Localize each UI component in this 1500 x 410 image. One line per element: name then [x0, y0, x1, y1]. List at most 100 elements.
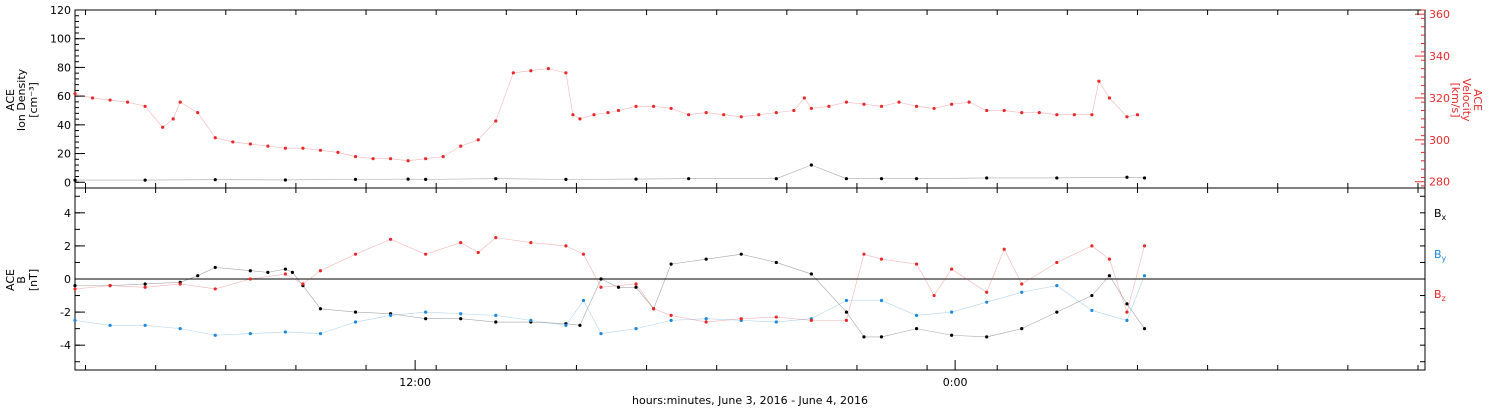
density-series-trace	[75, 164, 1145, 181]
velocity-series-point	[739, 115, 743, 119]
velocity-series-point	[1090, 113, 1094, 117]
velocity-series-point	[592, 113, 596, 117]
top-panel-frame	[74, 9, 1426, 189]
density-series-point	[1125, 175, 1129, 179]
velocity-series-point	[213, 136, 217, 140]
series-by-point	[634, 327, 638, 331]
series-by-point	[599, 332, 603, 336]
series-bx-point	[459, 317, 463, 321]
series-bz-point	[178, 282, 182, 286]
series-bx-point	[599, 277, 603, 281]
velocity-series-point	[862, 102, 866, 106]
bottom-left-axis: -4 -2 0 2 4	[60, 195, 1425, 363]
velocity-series-point	[388, 157, 393, 161]
series-by-point	[283, 330, 287, 334]
series-bx-point	[283, 267, 287, 271]
velocity-series-point	[73, 92, 77, 96]
velocity-series-point	[687, 113, 691, 117]
series-bx-point	[704, 257, 708, 261]
velocity-series-point	[578, 117, 582, 121]
density-series-point	[774, 177, 778, 181]
series-bx-point	[424, 317, 428, 321]
velocity-series-point	[459, 144, 463, 148]
velocity-series-point	[90, 96, 95, 100]
series-by-point	[108, 323, 112, 327]
series-bx-point	[985, 335, 989, 339]
series-bz-point	[459, 241, 463, 245]
series-bz-point	[862, 252, 866, 256]
series-bx-point	[1055, 310, 1059, 314]
density-series-point	[73, 178, 77, 182]
top-right-ylabel-line2: Velocity	[1460, 78, 1473, 122]
series-bx-point	[196, 274, 200, 278]
series-bz-point	[985, 290, 989, 294]
series-bx-point	[494, 320, 498, 324]
series-bz-point	[143, 285, 147, 289]
velocity-series	[73, 67, 1140, 163]
velocity-series-point	[301, 146, 305, 150]
top-right-ylabel-line3: [km/s]	[1449, 82, 1462, 117]
series-bz-point	[494, 236, 498, 240]
velocity-series-point	[844, 100, 849, 104]
velocity-series-point	[757, 113, 761, 117]
bottom-left-ylabel-line2: B	[15, 276, 28, 284]
bottom-left-tick-label: 4	[64, 207, 71, 220]
series-by-point	[1142, 274, 1147, 278]
velocity-series-point	[353, 154, 358, 159]
density-series-point	[1055, 176, 1059, 180]
velocity-series-point	[802, 96, 806, 100]
series-by-point	[213, 333, 217, 337]
velocity-series-point	[704, 111, 708, 115]
series-bz-point	[1107, 257, 1112, 261]
velocity-series-point	[231, 140, 235, 144]
velocity-series-point	[494, 119, 498, 123]
series-bx-point	[290, 270, 295, 274]
series-by-point	[529, 318, 533, 322]
series-bx-point	[616, 285, 621, 289]
velocity-series-point	[1107, 96, 1112, 100]
density-series-point	[143, 178, 147, 182]
velocity-series-point	[1037, 111, 1041, 115]
bottom-left-tick-label: 2	[64, 240, 71, 253]
top-right-tick-label: 300	[1429, 134, 1450, 147]
series-by-point	[353, 320, 358, 324]
velocity-series-point	[914, 104, 919, 108]
series-bz-point	[73, 287, 77, 291]
velocity-series-point	[1072, 113, 1076, 117]
top-right-tick-label: 360	[1429, 8, 1450, 21]
series-bz-point	[388, 237, 393, 241]
velocity-series-point	[827, 104, 831, 108]
series-by-point	[669, 318, 673, 322]
velocity-series-point	[564, 71, 568, 75]
bottom-left-ylabel-line1: ACE	[4, 269, 17, 291]
series-by-point	[143, 323, 147, 327]
series-bz-point	[1020, 282, 1024, 286]
series-by-point	[388, 313, 393, 317]
velocity-series-point	[441, 154, 445, 159]
top-left-axis: 0 20 40 60 80 100 120	[50, 4, 85, 189]
velocity-series-point	[1002, 108, 1006, 113]
series-bz-point	[301, 282, 305, 286]
density-series-point	[687, 177, 691, 181]
velocity-series-point	[266, 144, 270, 148]
top-left-tick-label: 20	[57, 148, 71, 161]
series-bx-point	[266, 270, 270, 274]
top-right-tick-label: 320	[1429, 92, 1450, 105]
velocity-series-point	[171, 117, 175, 121]
series-by-point	[1055, 284, 1059, 288]
velocity-series-point	[967, 100, 971, 104]
series-by-point	[950, 310, 954, 314]
top-left-tick-label: 0	[64, 176, 71, 189]
series-bx-point	[318, 307, 323, 311]
velocity-series-point	[406, 159, 410, 163]
velocity-series-point	[511, 71, 515, 75]
series-bx-point	[1107, 274, 1112, 278]
x-axis: 12:00 0:00	[85, 10, 1419, 389]
series-bz-point	[879, 257, 884, 261]
legend-bx: Bx	[1434, 207, 1447, 222]
density-series-point	[494, 177, 498, 181]
velocity-series-point	[1097, 79, 1101, 83]
series-bz-point	[651, 307, 656, 311]
density-series-point	[809, 163, 813, 167]
velocity-series-point	[669, 106, 673, 111]
